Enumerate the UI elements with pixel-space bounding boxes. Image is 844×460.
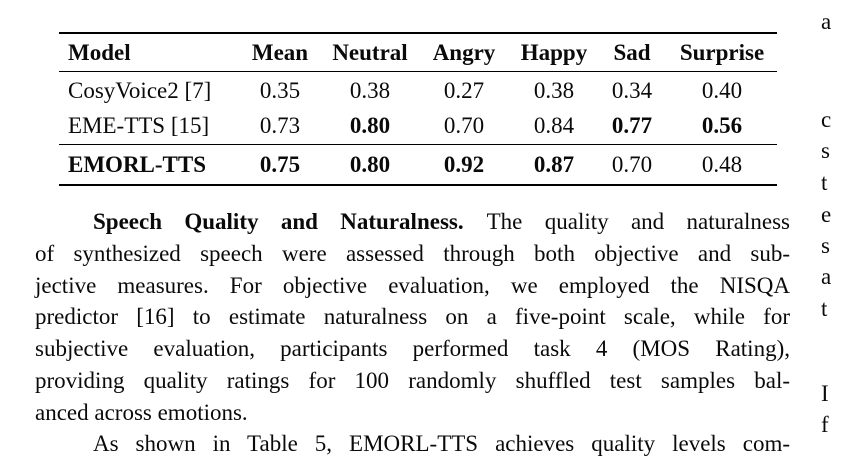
table-cell-value: 0.73 (259, 112, 301, 138)
table-header-cell: Sad (613, 39, 651, 65)
text-line: of synthesized speech were assessed thro… (35, 238, 790, 270)
table-cell-value: 0.84 (533, 112, 575, 138)
column-fragment-letter: f (821, 412, 829, 437)
text-line: As shown in Table 5, EMORL-TTS achieves … (35, 428, 790, 460)
table-header-row: Model Mean Neutral Angry Happy Sad Surprise (59, 32, 777, 72)
table-cell-value: 0.80 (349, 112, 391, 138)
table-cell-model: EME-TTS [15] (68, 112, 210, 138)
column-fragment-letter: I (821, 381, 829, 406)
table-cell-value: 0.77 (611, 112, 653, 138)
table-cell-model: EMORL-TTS (68, 151, 207, 177)
text-segment: subjective evaluation, participants perf… (35, 336, 790, 361)
text-segment: of synthesized speech were assessed thro… (35, 240, 790, 266)
table-cell-value: 0.75 (259, 151, 301, 177)
paragraph-block: Speech Quality and Naturalness. The qual… (35, 206, 790, 460)
table-header-cell: Angry (432, 39, 496, 65)
column-fragment-letter: e (821, 202, 832, 227)
table-cell-value: 0.92 (443, 151, 485, 177)
text-line: providing quality ratings for 100 random… (35, 365, 790, 397)
table-header-cell: Happy (520, 39, 588, 65)
column-fragment-letter: t (821, 296, 828, 321)
text-segment: predictor [16] to estimate naturalness o… (35, 304, 790, 330)
column-fragment-letter: c (821, 107, 832, 132)
table-cell-value: 0.70 (443, 112, 485, 138)
column-fragment-letter: a (821, 9, 832, 34)
table-cell-value: 0.56 (701, 112, 743, 138)
text-segment: jective measures. For objective evaluati… (35, 272, 790, 298)
column-fragment-letter: t (821, 170, 828, 195)
text-segment: anced across emotions. (35, 399, 248, 425)
table-cell-value: 0.35 (259, 77, 301, 103)
run-in-heading: Speech Quality and Naturalness. (93, 209, 464, 234)
text-line: anced across emotions. (35, 397, 790, 429)
table-cell-value: 0.70 (611, 151, 653, 177)
table-cell-value: 0.87 (533, 151, 575, 177)
table-row: CosyVoice2 [7] 0.35 0.38 0.27 0.38 0.34 0.40 (59, 73, 777, 108)
column-fragment-letter: s (821, 233, 830, 258)
table-cell-value: 0.38 (349, 77, 391, 103)
table-row: EMORL-TTS 0.75 0.80 0.92 0.87 0.70 0.48 (59, 144, 777, 186)
table-header-cell: Model (68, 39, 131, 65)
table-cell-value: 0.27 (443, 77, 485, 103)
text-segment: As shown in Table 5, EMORL-TTS achieves … (93, 431, 790, 457)
table-cell-model: CosyVoice2 [7] (68, 77, 212, 103)
text-segment: providing quality ratings for 100 random… (35, 367, 790, 393)
table-body: CosyVoice2 [7] 0.35 0.38 0.27 0.38 0.34 0.40 EM… (59, 72, 777, 144)
table-cell-value: 0.34 (611, 77, 653, 103)
column-fragment-letter: a (821, 264, 832, 289)
table-cell-value: 0.38 (533, 77, 575, 103)
table-cell-value: 0.40 (701, 77, 743, 103)
text-line: subjective evaluation, participants perf… (35, 333, 790, 365)
text-line: jective measures. For objective evaluati… (35, 270, 790, 302)
table-header-cell: Mean (251, 39, 309, 65)
text-line: Speech Quality and Naturalness. The qual… (35, 206, 790, 238)
table-header-cell: Surprise (679, 39, 765, 65)
table-cell-value: 0.48 (701, 151, 743, 177)
text-line: predictor [16] to estimate naturalness o… (35, 301, 790, 333)
table-row: EME-TTS [15] 0.73 0.80 0.70 0.84 0.77 0.56 (59, 108, 777, 143)
table-header-cell: Neutral (332, 39, 408, 65)
results-table: Model Mean Neutral Angry Happy Sad Surprise Co… (59, 32, 777, 186)
table-cell-value: 0.80 (349, 151, 391, 177)
column-fragment-letter: s (821, 138, 830, 163)
text-segment: The quality and naturalness (463, 209, 791, 234)
table-highlight-row-container: EMORL-TTS 0.75 0.80 0.92 0.87 0.70 0.48 (59, 144, 777, 186)
